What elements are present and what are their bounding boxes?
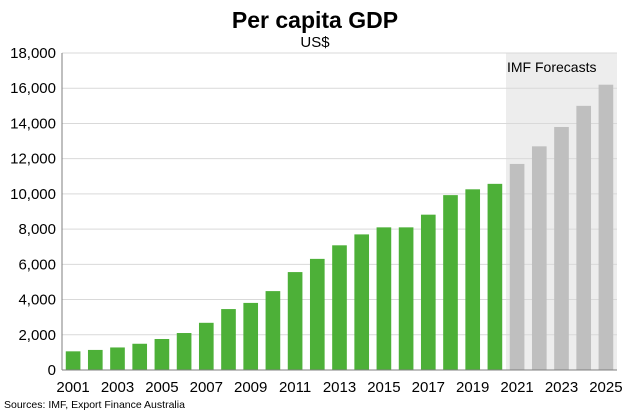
x-tick-label: 2017 bbox=[412, 379, 445, 396]
x-tick-label: 2011 bbox=[279, 379, 311, 396]
y-tick-label: 2,000 bbox=[18, 327, 56, 344]
bar bbox=[376, 227, 392, 370]
forecast-bar bbox=[509, 163, 525, 370]
bars bbox=[65, 84, 614, 370]
x-tick-label: 2023 bbox=[545, 379, 578, 396]
bar bbox=[154, 339, 170, 370]
x-tick-label: 2025 bbox=[589, 379, 622, 396]
x-tick-label: 2001 bbox=[56, 379, 89, 396]
bar bbox=[443, 195, 458, 370]
bar bbox=[309, 258, 325, 370]
bar bbox=[398, 227, 414, 370]
x-tick-label: 2009 bbox=[234, 379, 267, 396]
x-tick-label: 2019 bbox=[456, 379, 489, 396]
bar bbox=[332, 245, 347, 370]
bar bbox=[265, 291, 281, 370]
forecast-annotation: IMF Forecasts bbox=[507, 59, 596, 75]
y-tick-label: 0 bbox=[48, 362, 56, 379]
bar bbox=[87, 349, 103, 370]
x-tick-label: 2013 bbox=[323, 379, 356, 396]
bar bbox=[243, 302, 259, 370]
y-tick-label: 6,000 bbox=[18, 256, 56, 273]
bar bbox=[110, 347, 125, 370]
bar bbox=[221, 309, 236, 370]
x-tick-label: 2005 bbox=[145, 379, 178, 396]
y-tick-label: 10,000 bbox=[10, 186, 56, 203]
y-tick-label: 12,000 bbox=[10, 151, 56, 168]
bar bbox=[287, 272, 303, 370]
y-tick-label: 14,000 bbox=[10, 115, 56, 132]
bar bbox=[487, 183, 503, 370]
forecast-bar bbox=[531, 146, 547, 370]
bar bbox=[420, 214, 436, 370]
bar bbox=[465, 189, 481, 370]
x-tick-label: 2007 bbox=[190, 379, 223, 396]
chart-subtitle: US$ bbox=[300, 34, 330, 51]
axes: 0 2,000 4,000 6,000 8,000 10,000 12,000 14,000 1… bbox=[10, 45, 622, 396]
forecast-bar bbox=[576, 105, 592, 370]
chart-title: Per capita GDP bbox=[232, 7, 398, 33]
y-tick-label: 16,000 bbox=[10, 80, 56, 97]
forecast-bar bbox=[554, 126, 569, 370]
forecast-bar bbox=[598, 84, 614, 370]
source-note: Sources: IMF, Export Finance Australia bbox=[4, 399, 185, 411]
bar bbox=[132, 343, 148, 370]
y-tick-label: 4,000 bbox=[18, 292, 56, 309]
bar bbox=[354, 234, 370, 370]
bar bbox=[65, 351, 81, 370]
y-tick-label: 18,000 bbox=[10, 45, 56, 62]
y-tick-label: 8,000 bbox=[18, 221, 56, 238]
x-tick-label: 2021 bbox=[500, 379, 533, 396]
x-tick-label: 2015 bbox=[367, 379, 400, 396]
bar bbox=[198, 322, 214, 370]
bar bbox=[176, 333, 192, 370]
x-tick-label: 2003 bbox=[101, 379, 134, 396]
